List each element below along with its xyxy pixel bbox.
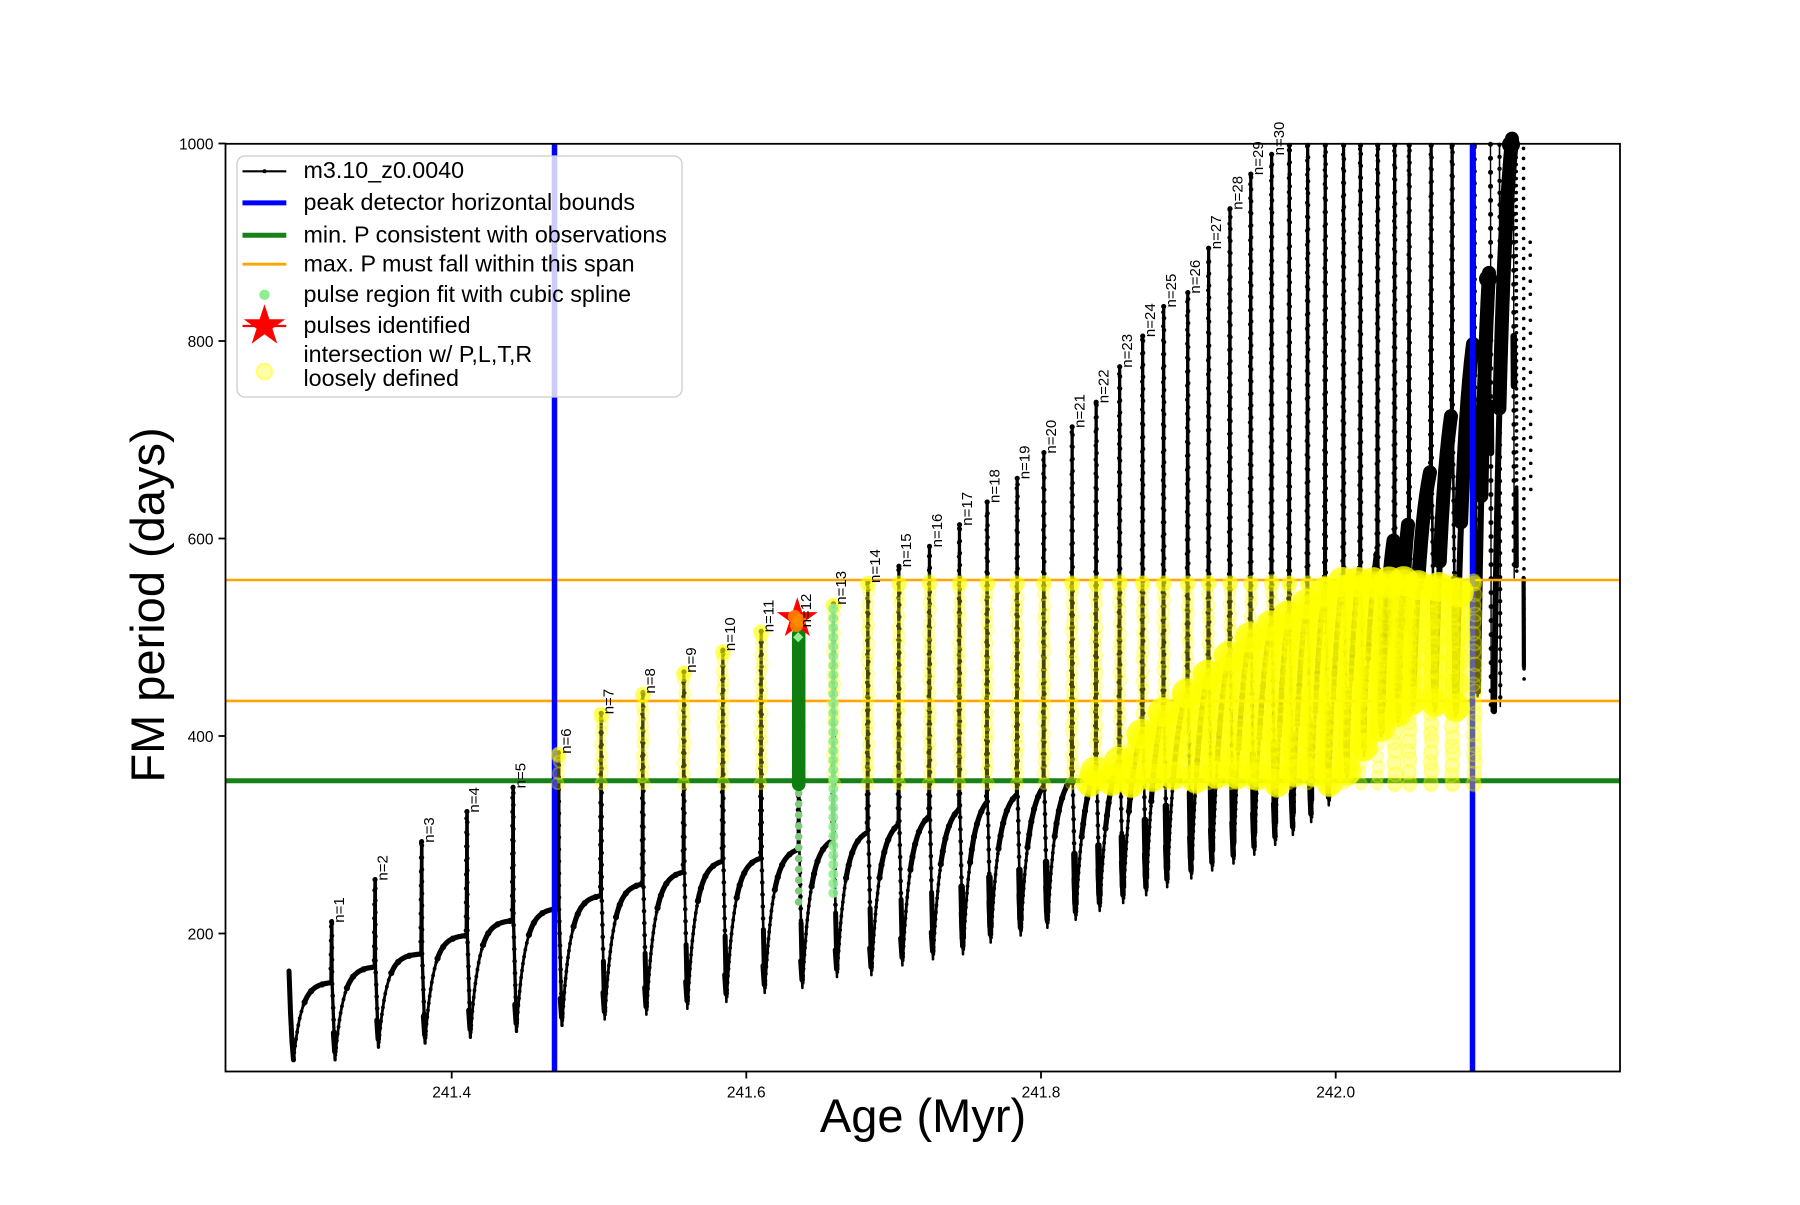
svg-text:n=3: n=3 xyxy=(421,817,438,842)
svg-text:n=6: n=6 xyxy=(558,728,575,753)
svg-text:n=13: n=13 xyxy=(833,571,850,605)
svg-text:n=18: n=18 xyxy=(987,469,1004,503)
svg-text:n=14: n=14 xyxy=(867,549,884,583)
svg-text:400: 400 xyxy=(188,729,214,746)
svg-text:pulses identified: pulses identified xyxy=(304,312,471,338)
svg-text:n=26: n=26 xyxy=(1187,260,1204,294)
svg-text:peak detector horizontal bound: peak detector horizontal bounds xyxy=(304,189,636,215)
svg-text:n=17: n=17 xyxy=(959,492,976,526)
svg-text:n=30: n=30 xyxy=(1271,122,1288,156)
svg-text:n=11: n=11 xyxy=(761,600,778,633)
svg-text:max. P must fall within this s: max. P must fall within this span xyxy=(304,251,635,277)
svg-text:Age (Myr): Age (Myr) xyxy=(820,1089,1026,1142)
svg-text:n=4: n=4 xyxy=(466,787,483,812)
svg-text:n=19: n=19 xyxy=(1017,446,1034,480)
svg-text:241.6: 241.6 xyxy=(727,1085,766,1102)
svg-text:n=24: n=24 xyxy=(1142,303,1159,337)
svg-text:200: 200 xyxy=(188,927,214,944)
svg-text:n=12: n=12 xyxy=(798,594,815,628)
svg-text:n=22: n=22 xyxy=(1096,369,1113,403)
svg-text:n=2: n=2 xyxy=(374,855,391,880)
svg-text:min. P consistent with observa: min. P consistent with observations xyxy=(304,222,667,248)
svg-text:241.8: 241.8 xyxy=(1022,1085,1061,1102)
svg-text:242.0: 242.0 xyxy=(1316,1085,1355,1102)
svg-text:n=7: n=7 xyxy=(601,689,618,714)
svg-text:n=27: n=27 xyxy=(1208,215,1225,249)
svg-text:n=20: n=20 xyxy=(1043,420,1060,454)
svg-text:m3.10_z0.0040: m3.10_z0.0040 xyxy=(304,157,465,183)
svg-text:FM period (days): FM period (days) xyxy=(121,427,174,782)
svg-text:loosely defined: loosely defined xyxy=(304,365,459,391)
svg-text:n=25: n=25 xyxy=(1163,274,1180,308)
svg-text:n=28: n=28 xyxy=(1229,176,1246,210)
svg-text:n=5: n=5 xyxy=(512,763,529,788)
svg-text:n=10: n=10 xyxy=(722,617,739,651)
svg-text:n=1: n=1 xyxy=(331,897,348,922)
svg-text:n=23: n=23 xyxy=(1119,334,1136,368)
svg-text:n=15: n=15 xyxy=(898,533,915,567)
svg-text:1000: 1000 xyxy=(179,137,214,154)
svg-text:600: 600 xyxy=(188,532,214,549)
svg-text:241.4: 241.4 xyxy=(432,1085,471,1102)
svg-text:800: 800 xyxy=(188,334,214,351)
svg-text:n=8: n=8 xyxy=(642,668,659,693)
svg-text:intersection w/ P,L,T,R: intersection w/ P,L,T,R xyxy=(304,341,533,367)
svg-text:n=29: n=29 xyxy=(1250,141,1267,175)
svg-text:n=21: n=21 xyxy=(1072,394,1089,428)
svg-text:n=9: n=9 xyxy=(683,647,700,672)
svg-text:pulse region fit with cubic sp: pulse region fit with cubic spline xyxy=(304,281,632,307)
svg-text:n=16: n=16 xyxy=(929,514,946,548)
